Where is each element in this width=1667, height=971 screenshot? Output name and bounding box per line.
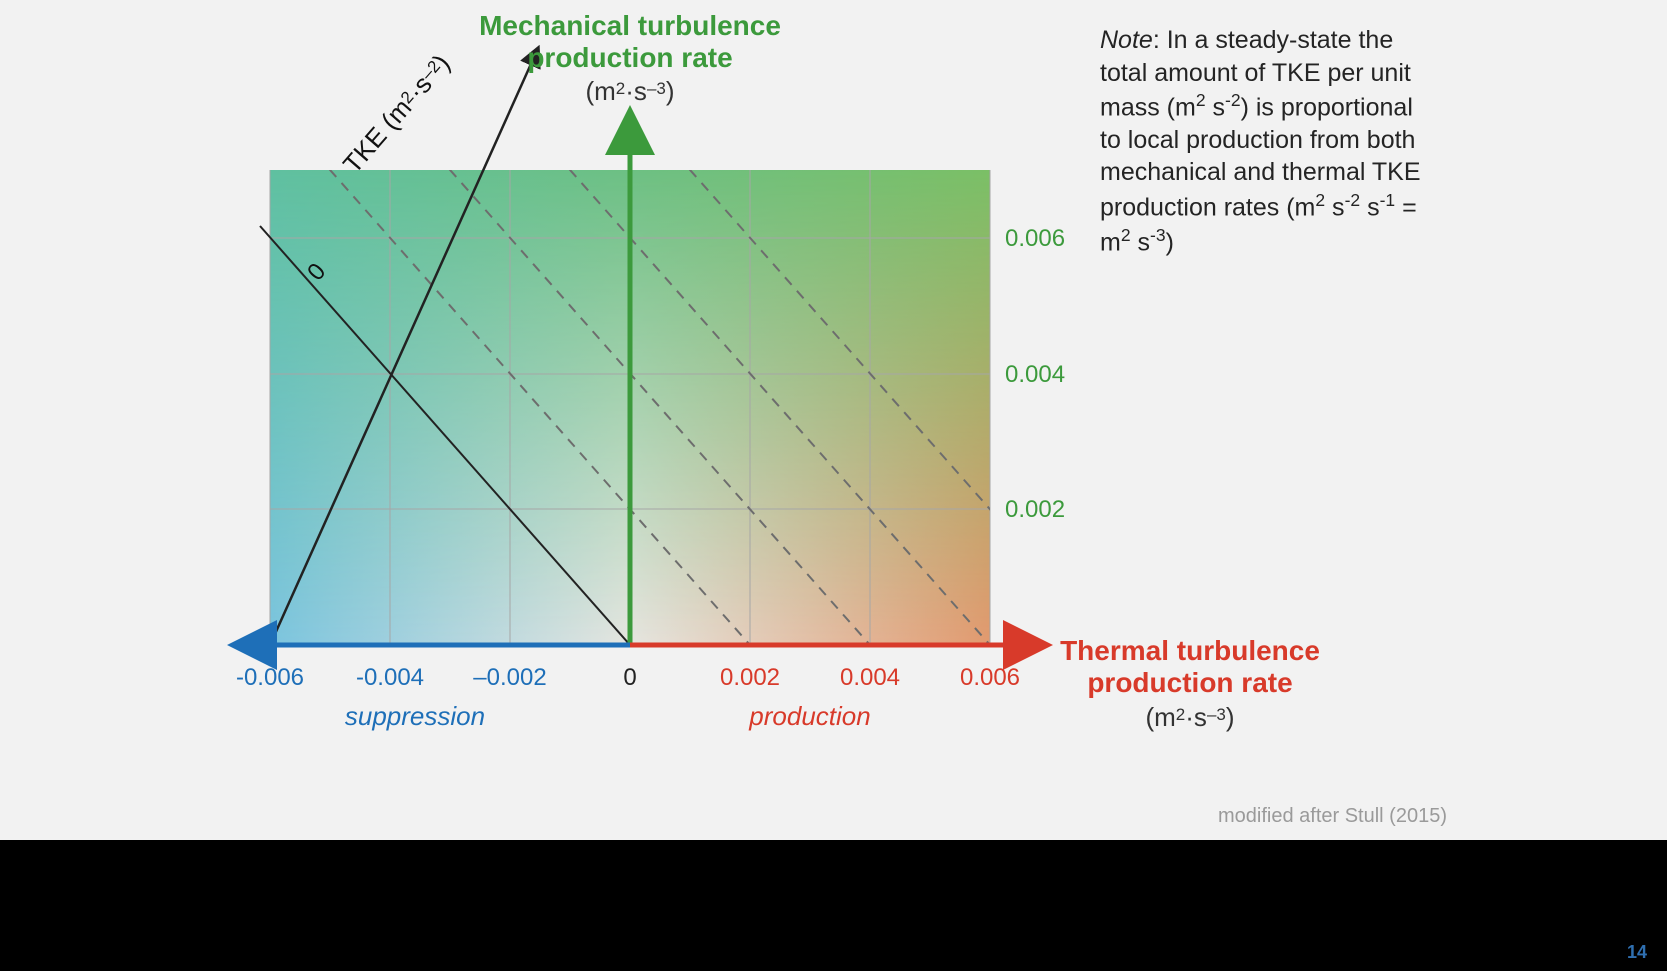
x-tick-n2: –0.002 <box>473 664 546 691</box>
y-axis-title: Mechanical turbulence production rate (m… <box>479 10 781 106</box>
y-tick-labels: 0.002 0.004 0.006 <box>1005 225 1065 523</box>
y-axis-title-line2: production rate <box>527 42 732 73</box>
page-number: 14 <box>1627 942 1647 963</box>
x-axis-title: Thermal turbulence production rate (m2·s… <box>1060 635 1320 732</box>
x-tick-n6: -0.006 <box>236 664 304 691</box>
y-axis-units: (m2·s–3) <box>585 76 674 106</box>
tke-axis-label: TKE (m2·s–2) <box>337 48 456 179</box>
x-axis-title-line2: production rate <box>1087 667 1292 698</box>
y-tick-0004: 0.004 <box>1005 361 1065 388</box>
tke-chart: 0 TKE (m2·s–2) 0.002 0.004 0.006 <box>230 0 1130 840</box>
slide-body: 0 TKE (m2·s–2) 0.002 0.004 0.006 <box>0 0 1667 840</box>
credit-text: modified after Stull (2015) <box>1218 805 1447 828</box>
x-tick-p2: 0.002 <box>720 664 780 691</box>
note-text: Note: In a steady-state the total amount… <box>1100 24 1440 258</box>
y-tick-0006: 0.006 <box>1005 225 1065 252</box>
x-tick-p4: 0.004 <box>840 664 900 691</box>
x-tick-n4: -0.004 <box>356 664 424 691</box>
x-tick-labels: -0.006 -0.004 –0.002 0 0.002 0.004 0.006 <box>236 664 1020 691</box>
x-tick-p6: 0.006 <box>960 664 1020 691</box>
suppression-label: suppression <box>345 701 485 731</box>
x-axis-units: (m2·s–3) <box>1145 702 1234 732</box>
y-tick-0002: 0.002 <box>1005 496 1065 523</box>
x-tick-0: 0 <box>623 664 636 691</box>
y-axis-title-line1: Mechanical turbulence <box>479 10 781 41</box>
slide-footer: 14 <box>0 840 1667 971</box>
x-axis-title-line1: Thermal turbulence <box>1060 635 1320 666</box>
production-label: production <box>748 701 870 731</box>
x-annotations: suppression production <box>345 701 871 731</box>
